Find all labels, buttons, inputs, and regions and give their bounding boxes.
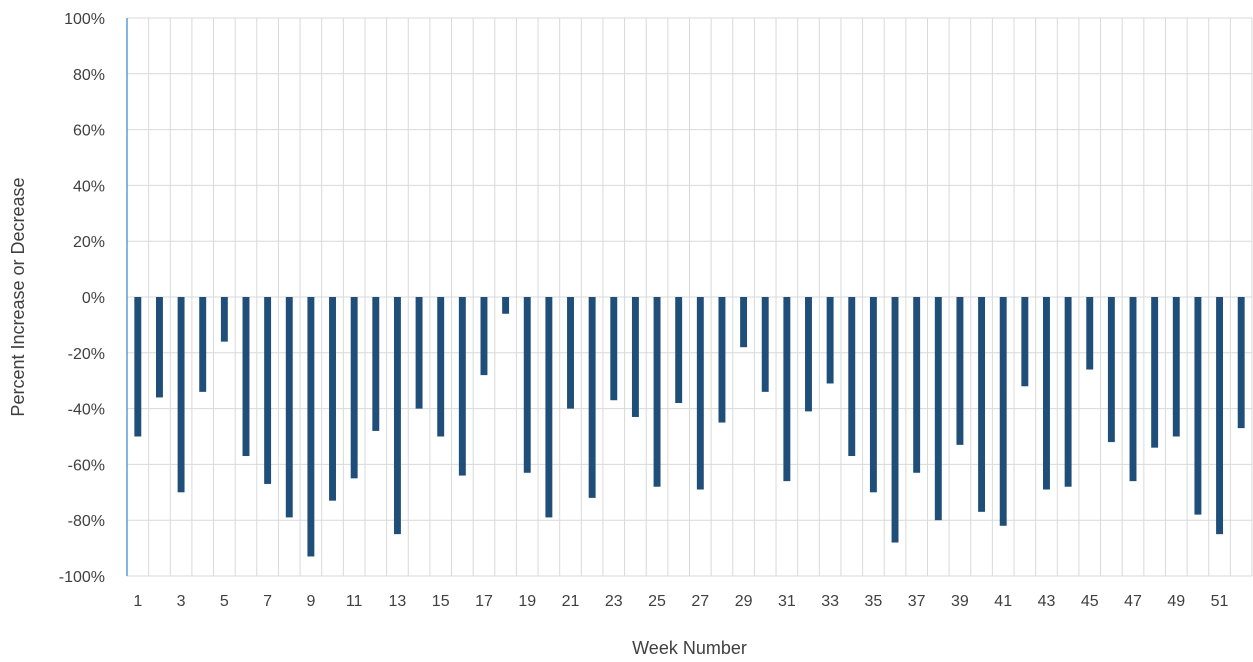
bar-week-2 (155, 297, 163, 398)
y-tick-label: 80% (73, 67, 105, 84)
bar-week-1 (134, 297, 142, 437)
bar-week-40 (978, 297, 986, 512)
bar-week-46 (1107, 297, 1115, 443)
bar-week-15 (437, 297, 445, 437)
gridlines (127, 17, 1253, 577)
x-tick-label: 11 (346, 593, 363, 610)
x-tick-label: 47 (1124, 593, 1142, 610)
x-tick-label: 37 (908, 593, 926, 610)
bar-week-44 (1064, 297, 1072, 487)
x-tick-label: 17 (475, 593, 493, 610)
x-tick-label: 9 (306, 593, 315, 610)
bar-week-23 (610, 297, 618, 401)
bar-week-17 (480, 297, 488, 376)
bar-week-33 (826, 297, 834, 384)
bar-week-10 (329, 297, 336, 501)
x-tick-label: 23 (605, 593, 623, 610)
bar-week-3 (177, 297, 185, 493)
bar-week-43 (1043, 297, 1050, 490)
bar-week-24 (631, 297, 639, 417)
x-tick-label: 31 (778, 593, 796, 610)
y-tick-labels: 100% 80% 60% 40% 20% 0% -20% -40% -60% -80% -100% (59, 11, 105, 586)
x-tick-label: 15 (432, 593, 450, 610)
bar-week-21 (567, 297, 574, 409)
bar-week-35 (869, 297, 877, 493)
y-tick-label: 40% (73, 178, 105, 195)
x-tick-label: 7 (263, 593, 272, 610)
x-tick-label: 3 (177, 593, 186, 610)
bar-week-11 (350, 297, 358, 479)
bar-week-39 (956, 297, 964, 445)
bar-week-45 (1086, 297, 1094, 370)
bar-week-34 (848, 297, 856, 457)
x-tick-label: 21 (562, 593, 580, 610)
y-tick-label: 20% (73, 234, 105, 251)
x-tick-label: 41 (994, 593, 1012, 610)
y-tick-label: 100% (64, 11, 105, 28)
bar-week-14 (415, 297, 423, 409)
x-tick-label: 29 (735, 593, 753, 610)
bar-week-51 (1216, 297, 1224, 535)
bar-week-41 (999, 297, 1007, 526)
x-tick-label: 25 (648, 593, 666, 610)
bar-week-27 (696, 297, 704, 490)
y-tick-label: -20% (68, 346, 105, 363)
bar-week-36 (891, 297, 899, 543)
y-tick-label: 60% (73, 123, 105, 140)
bar-week-37 (913, 297, 921, 473)
bar-week-30 (761, 297, 769, 392)
x-tick-label: 35 (864, 593, 882, 610)
x-axis-title: Week Number (632, 638, 747, 658)
y-tick-label: 0% (82, 290, 105, 307)
x-tick-label: 51 (1211, 593, 1229, 610)
bar-week-25 (653, 297, 661, 487)
bar-week-7 (264, 297, 272, 484)
bar-week-20 (545, 297, 553, 518)
bar-week-42 (1021, 297, 1029, 387)
x-tick-label: 19 (518, 593, 536, 610)
bar-week-47 (1129, 297, 1137, 482)
x-tick-labels: 1 3 5 7 9 11 13 15 17 19 21 23 25 27 29 31 33 35 37 39 41 43 4… (133, 593, 1228, 610)
y-tick-label: -80% (68, 513, 105, 530)
bar-week-19 (523, 297, 531, 473)
bar-week-16 (458, 297, 466, 476)
bar-week-6 (242, 297, 250, 457)
bar-week-9 (307, 297, 315, 557)
bar-week-32 (805, 297, 812, 412)
x-tick-label: 13 (389, 593, 407, 610)
y-tick-label: -60% (68, 457, 105, 474)
y-tick-label: -40% (68, 402, 105, 419)
bar-week-12 (372, 297, 380, 431)
bar-week-26 (675, 297, 683, 404)
bar-week-52 (1237, 297, 1245, 429)
bar-week-22 (588, 297, 596, 498)
bar-week-13 (393, 297, 401, 535)
y-axis-title: Percent Increase or Decrease (8, 177, 28, 416)
bar-week-50 (1194, 297, 1202, 515)
bar-week-49 (1172, 297, 1180, 437)
x-tick-label: 27 (691, 593, 709, 610)
x-tick-label: 39 (951, 593, 969, 610)
bar-week-28 (718, 297, 726, 423)
bar-week-38 (934, 297, 942, 521)
x-tick-label: 5 (220, 593, 229, 610)
x-tick-label: 33 (821, 593, 839, 610)
bar-week-8 (285, 297, 293, 518)
x-tick-label: 49 (1167, 593, 1185, 610)
bar-week-31 (783, 297, 791, 482)
bar-week-48 (1151, 297, 1159, 448)
bars (134, 297, 1245, 557)
bar-week-5 (220, 297, 228, 342)
y-tick-label: -100% (59, 569, 105, 586)
bar-week-29 (740, 297, 748, 348)
x-tick-label: 45 (1081, 593, 1099, 610)
bar-week-4 (199, 297, 207, 392)
x-tick-label: 1 (133, 593, 142, 610)
bar-week-18 (502, 297, 510, 314)
x-tick-label: 43 (1038, 593, 1056, 610)
